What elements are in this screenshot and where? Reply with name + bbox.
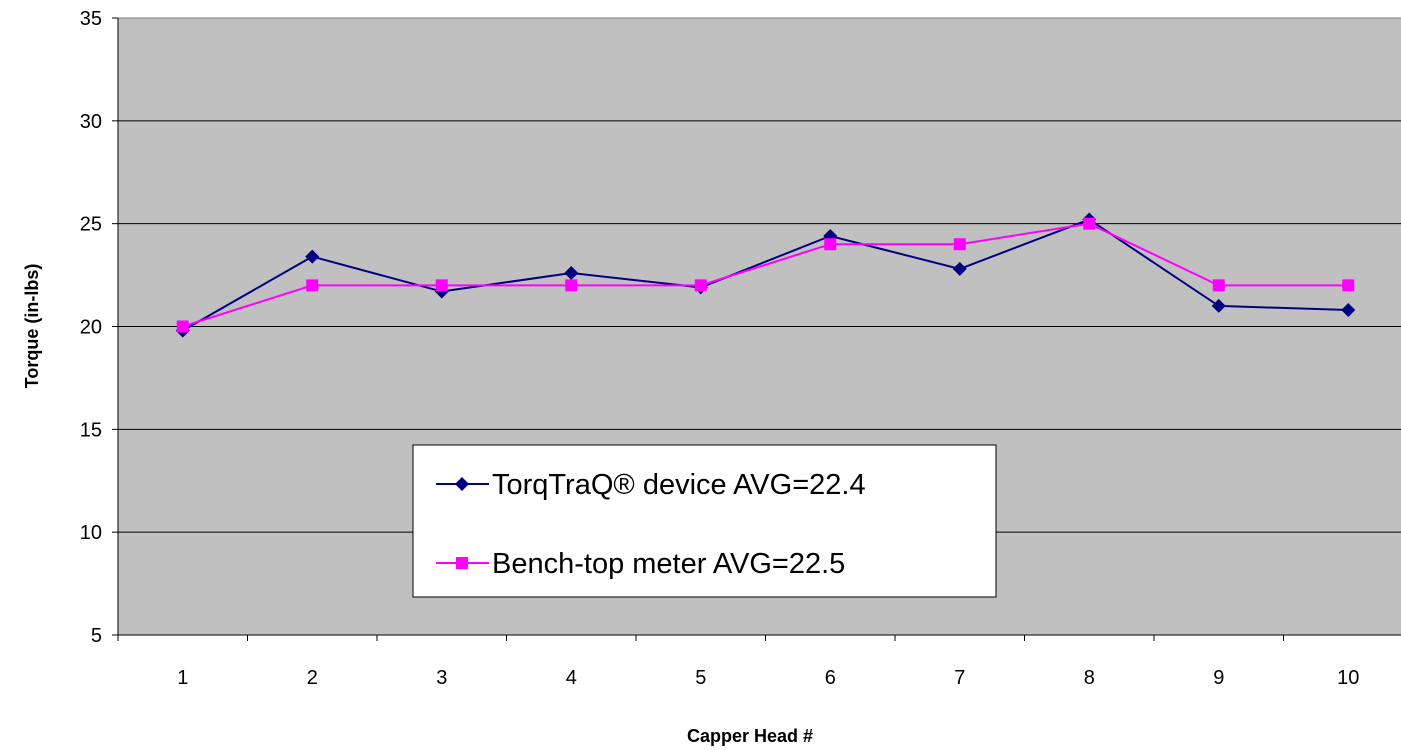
data-point-device	[1341, 303, 1356, 318]
x-tick-label: 6	[825, 667, 836, 689]
legend-label-bench: Bench-top meter AVG=22.5	[492, 548, 845, 580]
y-axis-title: Torque (in-lbs)	[22, 264, 42, 389]
data-point-device	[1211, 298, 1226, 313]
legend-box	[412, 444, 997, 598]
legend-marker-device	[455, 477, 469, 491]
x-tick-labels: 1 2 3 4 5 6 7 8 9 10	[177, 667, 1359, 689]
x-tick-label: 2	[307, 667, 318, 689]
data-point-bench	[694, 279, 707, 292]
y-tick-label: 10	[80, 522, 102, 544]
series-group	[175, 212, 1356, 338]
data-point-device	[564, 266, 579, 281]
x-tick-label: 5	[695, 667, 706, 689]
data-point-bench	[1083, 217, 1096, 230]
data-point-bench	[435, 279, 448, 292]
y-tick-label: 30	[80, 111, 102, 133]
x-tick-label: 9	[1213, 667, 1224, 689]
y-tick-label: 15	[80, 419, 102, 441]
x-axis-title: Capper Head #	[687, 726, 813, 746]
data-point-bench	[176, 320, 189, 333]
data-point-bench	[306, 279, 319, 292]
x-tick-label: 10	[1337, 667, 1359, 689]
data-point-device	[305, 249, 320, 264]
data-point-bench	[953, 238, 966, 251]
y-tick-label: 20	[80, 317, 102, 339]
data-point-bench	[824, 238, 837, 251]
legend: TorqTraQ® device AVG=22.4 Bench-top mete…	[412, 444, 997, 598]
series-line-1	[182, 218, 1349, 332]
data-point-bench	[1212, 279, 1225, 292]
x-tick-label: 1	[177, 667, 188, 689]
y-tick-label: 35	[80, 8, 102, 30]
y-tick-label: 5	[91, 625, 102, 647]
x-tick-label: 3	[436, 667, 447, 689]
data-point-bench	[565, 279, 578, 292]
x-tick-label: 7	[954, 667, 965, 689]
axes	[112, 17, 1401, 641]
y-tick-label: 25	[80, 214, 102, 236]
data-point-device	[952, 261, 967, 276]
x-tick-label: 4	[566, 667, 577, 689]
series-line-2	[182, 222, 1349, 328]
legend-label-device: TorqTraQ® device AVG=22.4	[492, 469, 866, 501]
data-point-bench	[1342, 279, 1355, 292]
x-tick-label: 8	[1084, 667, 1095, 689]
y-tick-labels: 5 10 15 20 25 30 35	[80, 8, 102, 647]
legend-marker-bench	[456, 557, 468, 569]
